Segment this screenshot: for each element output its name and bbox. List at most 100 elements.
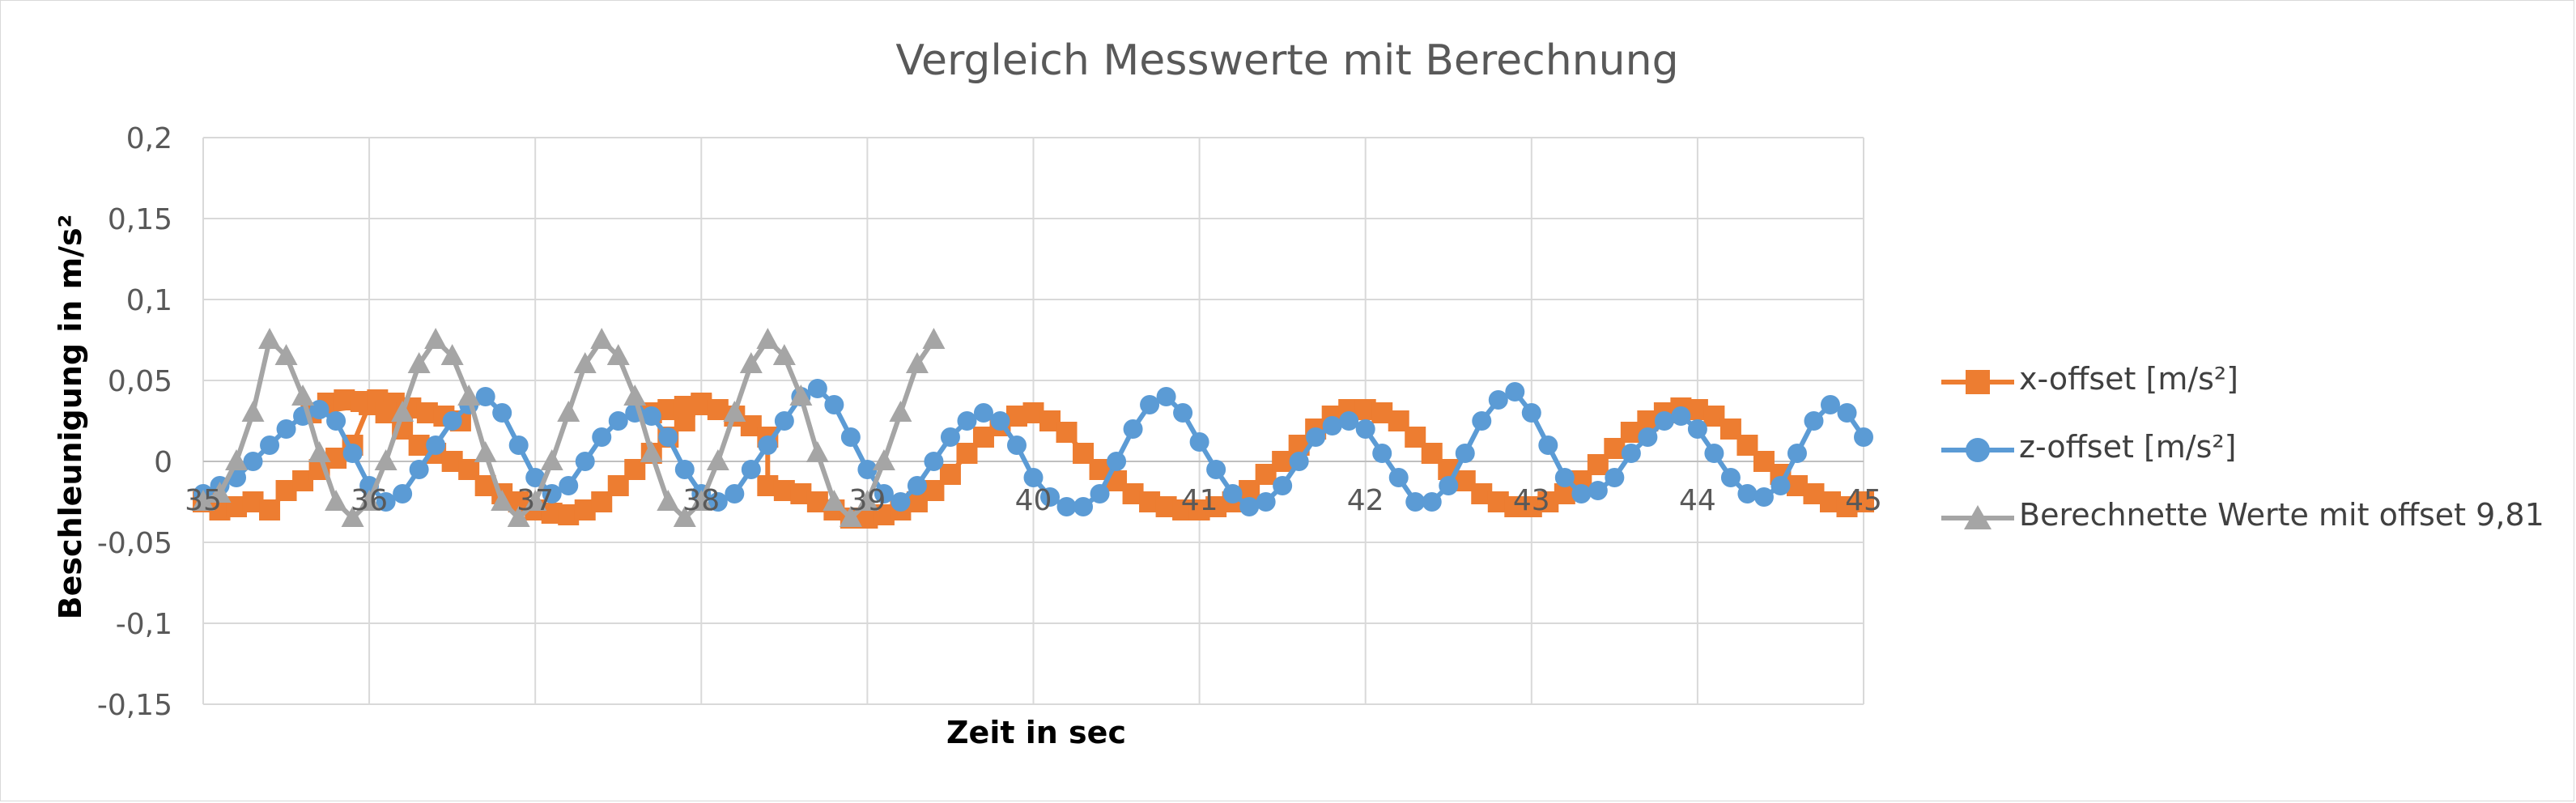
data-point-circle [1006, 435, 1027, 455]
x-tick-label: 42 [1347, 484, 1384, 517]
data-point-circle [342, 444, 363, 463]
legend-item-x-offset[interactable]: x-offset [m/s²] [1941, 348, 2557, 416]
data-point-square [939, 464, 961, 485]
data-point-circle [824, 395, 844, 414]
data-point-circle [1455, 444, 1475, 463]
data-point-triangle [325, 490, 348, 511]
data-point-circle [1571, 484, 1592, 503]
data-point-circle [1638, 427, 1658, 447]
data-point-triangle [341, 506, 364, 527]
data-point-circle [1256, 492, 1276, 512]
data-point-circle [575, 452, 595, 471]
data-point-circle [1505, 382, 1525, 402]
data-point-circle [592, 427, 612, 447]
y-tick-label: 0,15 [108, 203, 172, 236]
data-point-triangle [823, 490, 846, 511]
legend-item-berechnete-werte[interactable]: Berechnette Werte mit offset 9,81 [1941, 484, 2557, 552]
data-point-circle [1521, 403, 1541, 423]
data-point-circle [1206, 460, 1226, 479]
data-point-triangle [258, 328, 282, 349]
data-point-circle [1588, 481, 1608, 500]
data-point-triangle [457, 385, 481, 406]
x-tick-label: 38 [682, 484, 720, 517]
data-point-circle [1322, 416, 1342, 435]
legend-label-x-offset: x-offset [m/s²] [2019, 361, 2238, 397]
data-point-triangle [573, 352, 597, 373]
data-point-circle [1538, 435, 1558, 455]
data-point-triangle [424, 328, 448, 349]
data-point-circle [1472, 411, 1492, 431]
y-tick-label: -0,1 [116, 608, 172, 641]
legend-item-z-offset[interactable]: z-offset [m/s²] [1941, 416, 2557, 484]
data-point-circle [276, 419, 296, 439]
data-point-circle [1687, 419, 1707, 439]
data-point-circle [1554, 468, 1575, 487]
data-point-circle [1239, 497, 1260, 516]
y-tick-label: 0,05 [108, 365, 172, 398]
data-point-triangle [872, 449, 895, 470]
data-point-triangle [623, 385, 647, 406]
data-point-triangle [657, 490, 680, 511]
data-point-circle [1107, 452, 1127, 471]
data-point-circle [1804, 411, 1824, 431]
data-point-circle [741, 460, 761, 479]
data-point-triangle [606, 344, 630, 365]
data-point-circle [1605, 468, 1625, 487]
data-point-triangle [524, 490, 547, 511]
data-point-triangle [905, 352, 929, 373]
data-point-square [259, 499, 281, 520]
data-point-triangle [789, 385, 813, 406]
data-point-circle [492, 403, 512, 423]
series-3 [192, 328, 946, 527]
x-axis-title: Zeit in sec [946, 715, 1126, 750]
x-axis-ticks: 35 36 37 38 39 40 41 42 43 44 45 [185, 484, 1882, 517]
x-tick-label: 45 [1845, 484, 1882, 517]
data-point-circle [1388, 468, 1409, 487]
data-point-circle [508, 435, 529, 455]
data-point-triangle [673, 506, 696, 527]
data-point-square [1056, 422, 1078, 443]
x-tick-label: 40 [1015, 484, 1052, 517]
legend-triangle-marker-icon [1941, 505, 2014, 529]
data-point-circle [924, 452, 944, 471]
data-point-circle [1090, 484, 1110, 503]
data-point-circle [559, 476, 579, 495]
data-point-triangle [706, 449, 729, 470]
legend-square-marker-icon [1941, 370, 2014, 394]
data-point-circle [409, 460, 429, 479]
data-point-triangle [274, 344, 298, 365]
data-point-triangle [806, 441, 829, 462]
data-point-circle [426, 435, 446, 455]
data-point-triangle [889, 401, 912, 422]
data-point-circle [1787, 444, 1807, 463]
data-point-circle [393, 484, 413, 503]
data-point-circle [243, 452, 263, 471]
data-point-circle [260, 435, 280, 455]
legend-label-berechnete-werte: Berechnette Werte mit offset 9,81 [2019, 497, 2544, 533]
y-axis-ticks: 0,2 0,15 0,1 0,05 0 -0,05 -0,1 -0,15 [97, 122, 172, 722]
data-point-circle [1704, 444, 1724, 463]
data-point-circle [1173, 403, 1193, 423]
x-tick-label: 35 [185, 484, 222, 517]
data-point-triangle [557, 401, 580, 422]
data-point-circle [1123, 419, 1143, 439]
data-point-circle [1355, 419, 1375, 439]
x-tick-label: 36 [351, 484, 388, 517]
x-tick-label: 41 [1181, 484, 1218, 517]
series-layer [192, 328, 1874, 529]
data-point-circle [1488, 390, 1508, 410]
x-tick-label: 37 [516, 484, 554, 517]
data-point-circle [1189, 432, 1209, 452]
data-point-circle [807, 379, 827, 398]
data-point-circle [542, 484, 562, 503]
data-point-circle [758, 435, 778, 455]
data-point-circle [1306, 427, 1326, 447]
chart-title: Vergleich Messwerte mit Berechnung [895, 36, 1678, 85]
data-point-circle [674, 460, 695, 479]
data-point-circle [376, 492, 396, 512]
data-point-triangle [922, 328, 946, 349]
legend-circle-marker-icon [1941, 438, 2014, 462]
data-point-circle [1621, 444, 1641, 463]
data-point-circle [774, 411, 794, 431]
